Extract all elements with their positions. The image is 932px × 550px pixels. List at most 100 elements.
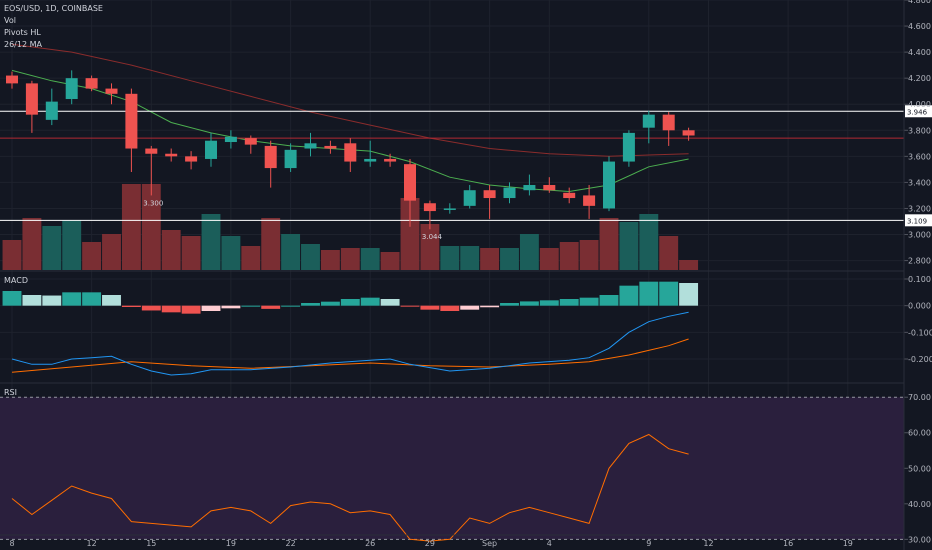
candle-body <box>45 101 58 120</box>
rsi-tick-label: 30.00 <box>908 535 931 544</box>
candle-body <box>85 78 98 89</box>
macd-tick-label: 0.100 <box>908 275 931 284</box>
rsi-tick-label: 40.00 <box>908 500 931 509</box>
macd-legend[interactable]: MACD <box>4 276 28 285</box>
pivot-label: 3.044 <box>422 233 443 241</box>
macd-histogram-bar <box>62 292 82 306</box>
macd-histogram-bar <box>22 295 42 306</box>
price-tick-label: 3.600 <box>908 152 931 161</box>
macd-histogram-bar <box>599 295 619 306</box>
macd-histogram-bar <box>679 283 699 306</box>
candle-body <box>264 145 277 169</box>
volume-bar <box>460 246 480 270</box>
volume-bar <box>360 248 380 270</box>
candle-body <box>364 158 377 162</box>
candle-body <box>344 143 357 162</box>
time-tick-label: 19 <box>843 539 853 548</box>
macd-histogram-bar <box>42 295 62 306</box>
time-tick-label: 15 <box>146 539 156 548</box>
candle-body <box>165 153 178 157</box>
volume-bar <box>141 184 161 270</box>
horizontal-lines[interactable] <box>0 110 904 221</box>
ma-legend[interactable]: 26/12 MA <box>4 40 43 49</box>
candle-body <box>205 140 217 159</box>
time-tick-label: 16 <box>783 539 793 548</box>
macd-histogram-bar <box>619 285 639 306</box>
rsi-tick-label: 50.00 <box>908 464 931 473</box>
macd-histogram-bar <box>221 305 241 309</box>
volume-bar <box>22 218 42 270</box>
macd-line <box>11 311 689 376</box>
price-tick-label: 3.200 <box>908 204 931 213</box>
macd-histogram-bar <box>480 305 500 308</box>
candle-body <box>284 149 297 169</box>
price-line-label: 3.946 <box>907 108 928 116</box>
time-tick-label: Sep <box>482 539 497 548</box>
time-axis[interactable]: 8 12 15 19 22 26 29 Sep 4 9 12 16 19 <box>0 534 904 548</box>
price-axis[interactable]: 3.946 3.109 2.800 3.000 3.200 3.400 3.600 3.800… <box>904 0 932 544</box>
volume-bar <box>400 198 420 270</box>
time-tick-label: 12 <box>87 539 97 548</box>
price-tick-label: 3.800 <box>908 126 931 135</box>
candle-body <box>25 83 38 115</box>
volume-bar <box>62 220 82 270</box>
rsi-legend[interactable]: RSI <box>4 388 17 397</box>
volume-bar <box>82 242 102 270</box>
volume-bar <box>480 248 500 270</box>
price-tick-label: 3.400 <box>908 178 931 187</box>
macd-histogram-bar <box>141 305 161 311</box>
candle-body <box>185 156 198 162</box>
candle-body <box>6 75 18 84</box>
volume-bar <box>639 214 659 270</box>
pivots-legend[interactable]: Pivots HL <box>4 28 41 37</box>
volume-bar <box>281 234 301 270</box>
candle-body <box>384 158 397 162</box>
macd-histogram-bar <box>121 305 141 307</box>
symbol-title[interactable]: EOS/USD, 1D, COINBASE <box>4 4 103 13</box>
candle-body <box>404 164 416 201</box>
volume-bars <box>2 184 699 270</box>
candle-body <box>324 145 337 149</box>
volume-bar <box>559 242 579 270</box>
volume-bar <box>539 248 559 270</box>
volume-bar <box>440 246 460 270</box>
candle-body <box>642 114 655 128</box>
candle-body <box>105 88 118 94</box>
macd-histogram-bar <box>420 305 440 310</box>
candle-body <box>563 192 576 199</box>
macd-histogram-bar <box>340 299 360 306</box>
macd-histogram-bar <box>161 305 181 313</box>
ma-slow-line <box>11 43 689 157</box>
macd-histogram-bar <box>639 281 659 306</box>
volume-legend[interactable]: Vol <box>4 16 16 25</box>
price-tick-label: 4.600 <box>908 22 931 31</box>
macd-histogram-bar <box>181 305 201 314</box>
time-tick-label: 19 <box>226 539 236 548</box>
macd-histogram-bar <box>261 305 281 309</box>
time-tick-label: 9 <box>646 539 651 548</box>
volume-bar <box>181 236 201 270</box>
macd-tick-label: 0.000 <box>908 302 931 311</box>
candle-body <box>603 161 615 209</box>
macd-histogram-bar <box>82 292 102 306</box>
volume-bar <box>121 184 141 270</box>
macd-tick-label: -0.100 <box>908 328 932 337</box>
candle-body <box>145 148 158 154</box>
price-tick-label: 4.800 <box>908 0 931 5</box>
volume-bar <box>579 240 599 270</box>
time-tick-label: 22 <box>286 539 296 548</box>
price-line-label-bg <box>905 214 932 227</box>
candle-body <box>622 132 635 162</box>
price-line-label: 3.109 <box>907 217 927 225</box>
macd-signal-line <box>11 338 689 373</box>
candle-body <box>523 185 536 191</box>
rsi-band <box>0 397 904 540</box>
volume-bar <box>659 236 679 270</box>
price-tick-label: 4.000 <box>908 100 931 109</box>
time-tick-label: 8 <box>9 539 14 548</box>
candle-body <box>463 190 476 206</box>
macd-histogram-bar <box>579 297 599 306</box>
price-tick-label: 3.000 <box>908 231 931 240</box>
macd-histogram-bar <box>460 305 480 310</box>
